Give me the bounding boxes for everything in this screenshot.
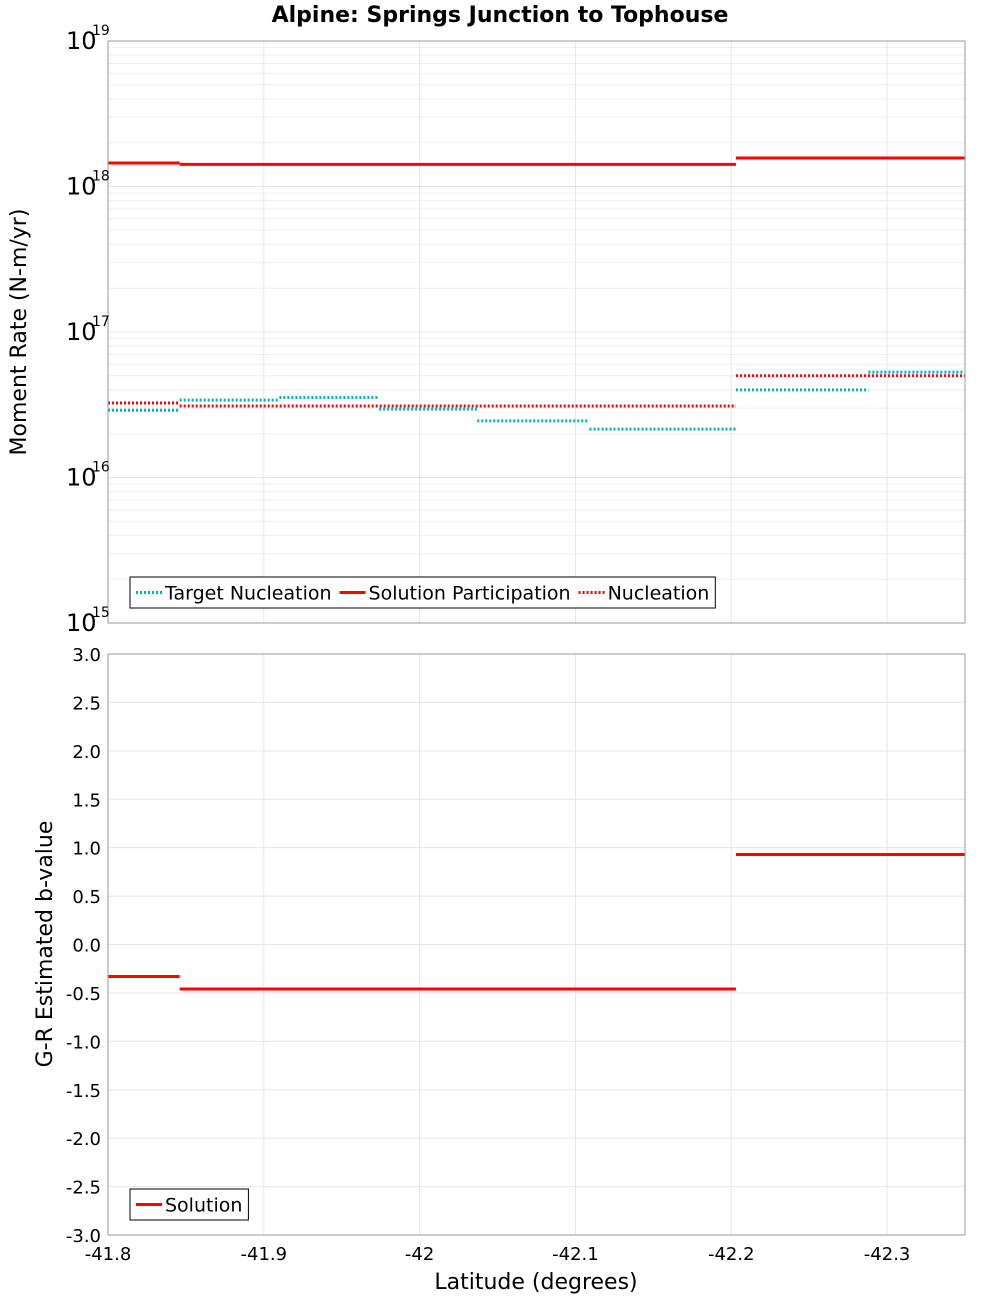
series-nucleation bbox=[108, 374, 965, 408]
x-tick-label: -42.2 bbox=[708, 1244, 755, 1265]
latitude-x-ticks: -41.8 -41.9 -42 -42.1 -42.2 -42.3 bbox=[85, 1244, 911, 1265]
moment-rate-legend: Target Nucleation Solution Participation N… bbox=[129, 576, 716, 609]
y-tick-label: -1.5 bbox=[66, 1081, 101, 1102]
y-tick-label: -2.5 bbox=[66, 1178, 101, 1199]
y-tick-label: -3.0 bbox=[66, 1226, 101, 1247]
legend-label-nucleation: Nucleation bbox=[608, 583, 710, 605]
b-value-frame bbox=[107, 653, 966, 1236]
chart-title: Alpine: Springs Junction to Tophouse bbox=[272, 3, 729, 28]
y-tick-label: -2.0 bbox=[66, 1129, 101, 1150]
y-tick-label: 10 bbox=[66, 464, 97, 492]
series-solution-participation bbox=[108, 156, 965, 166]
y-tick-label: -0.5 bbox=[66, 984, 101, 1005]
x-tick-label: -42.3 bbox=[864, 1244, 911, 1265]
series-solution bbox=[108, 852, 965, 991]
y-tick-label: 2.5 bbox=[72, 693, 101, 714]
x-tick-label: -41.9 bbox=[241, 1244, 288, 1265]
legend-label-solution-participation: Solution Participation bbox=[369, 583, 571, 605]
y-tick-exponent: 15 bbox=[92, 605, 110, 621]
legend-label-target-nucleation: Target Nucleation bbox=[164, 583, 332, 605]
b-value-series bbox=[108, 852, 965, 991]
x-tick-label: -42.1 bbox=[552, 1244, 599, 1265]
y-tick-label: 10 bbox=[66, 318, 97, 346]
y-tick-label: 3.0 bbox=[72, 645, 101, 666]
moment-rate-frame bbox=[107, 40, 966, 624]
y-tick-label: 10 bbox=[66, 27, 97, 55]
y-tick-label: 0.5 bbox=[72, 887, 101, 908]
b-value-legend: Solution bbox=[129, 1188, 249, 1221]
y-tick-exponent: 18 bbox=[92, 169, 110, 185]
series-target-nucleation bbox=[108, 370, 965, 431]
x-tick-label: -41.8 bbox=[85, 1244, 132, 1265]
y-tick-label: 1.5 bbox=[72, 790, 101, 811]
moment-rate-gridlines bbox=[107, 40, 965, 624]
legend-label-solution: Solution bbox=[165, 1195, 242, 1217]
y-tick-label: 10 bbox=[66, 609, 97, 637]
y-tick-exponent: 19 bbox=[92, 23, 110, 39]
b-value-panel: 3.0 2.5 2.0 1.5 1.0 0.5 0.0 -0.5 -1.0 -1.5 -2.0 -2.… bbox=[33, 645, 966, 1295]
legend-box bbox=[129, 576, 716, 609]
latitude-x-axis-label: Latitude (degrees) bbox=[434, 1270, 637, 1295]
moment-rate-series bbox=[108, 156, 965, 431]
y-tick-label: 1.0 bbox=[72, 839, 101, 860]
y-tick-label: 10 bbox=[66, 173, 97, 201]
y-tick-label: 2.0 bbox=[72, 742, 101, 763]
y-tick-exponent: 16 bbox=[92, 460, 110, 476]
moment-rate-y-axis-label: Moment Rate (N-m/yr) bbox=[7, 209, 32, 456]
b-value-y-ticks: 3.0 2.5 2.0 1.5 1.0 0.5 0.0 -0.5 -1.0 -1.5 -2.0 -2.… bbox=[66, 645, 101, 1247]
x-tick-label: -42 bbox=[405, 1244, 434, 1265]
y-tick-label: 0.0 bbox=[72, 936, 101, 957]
y-tick-label: -1.0 bbox=[66, 1032, 101, 1053]
y-tick-exponent: 17 bbox=[92, 314, 110, 330]
b-value-y-axis-label: G-R Estimated b-value bbox=[33, 821, 58, 1068]
